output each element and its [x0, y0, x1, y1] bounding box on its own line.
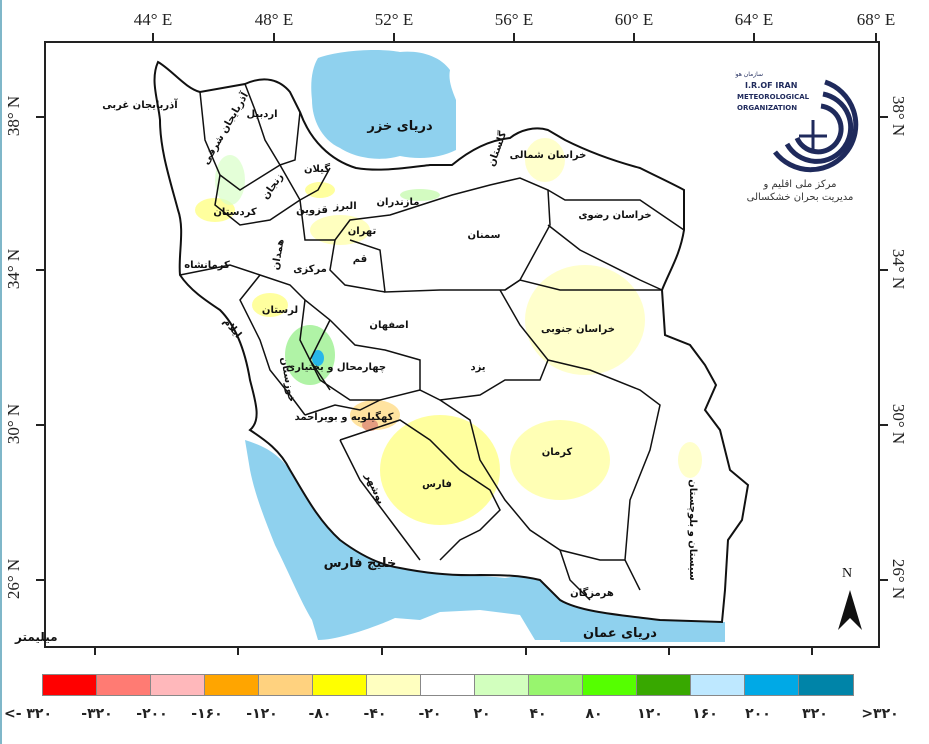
legend-swatch	[43, 675, 97, 695]
legend-swatch	[745, 675, 799, 695]
province-label: تهران	[348, 226, 377, 237]
legend-label: -۱۲۰	[246, 706, 278, 722]
lat-label-right-30: 30° N	[889, 403, 909, 445]
legend-color-bar	[42, 674, 854, 696]
province-label: فارس	[422, 479, 452, 490]
legend-label: -۳۲۰	[81, 706, 113, 722]
svg-text:I.R.OF IRAN: I.R.OF IRAN	[745, 81, 797, 90]
lon-label-48: 48° E	[254, 10, 294, 29]
province-label: گیلان	[304, 162, 330, 175]
legend-swatch	[259, 675, 313, 695]
legend-swatch	[475, 675, 529, 695]
lat-label-left-26: 26° N	[4, 558, 24, 600]
logo-caption-line1: مرکز ملی اقلیم و	[763, 179, 837, 190]
logo-caption: مرکز ملی اقلیم و مدیریت بحران خشکسالی	[735, 178, 865, 204]
province-label: کهگیلویه و بویراحمد	[295, 410, 394, 423]
province-label: اردبیل	[246, 109, 277, 120]
north-label: N	[842, 566, 853, 581]
lat-label-right-26: 26° N	[889, 558, 909, 600]
legend-swatch	[637, 675, 691, 695]
legend-label: ۱۶۰	[692, 706, 718, 722]
province-label: البرز	[332, 201, 356, 212]
province-borders	[179, 83, 685, 601]
lon-label-52: 52° E	[374, 10, 414, 29]
svg-text:سازمان هواشناسی کشور: سازمان هواشناسی کشور	[735, 71, 763, 78]
legend-label: ۲۰۰	[745, 706, 771, 722]
legend-label: -۱۶۰	[191, 706, 223, 722]
legend-swatch	[583, 675, 637, 695]
legend-swatch	[421, 675, 475, 695]
province-label: قم	[353, 254, 367, 265]
sea-label-caspian: دریای خزر	[366, 119, 433, 134]
legend-label: ۱۲۰	[637, 706, 663, 722]
province-label: لرستان	[262, 305, 298, 316]
province-label: همدان	[270, 238, 286, 271]
legend-label: -۲۰۰	[136, 706, 168, 722]
logo-caption-line2: مدیریت بحران خشکسالی	[746, 192, 854, 203]
gulf-of-oman	[560, 600, 725, 642]
legend-label: -۲۰	[418, 706, 442, 722]
lat-label-left-38: 38° N	[4, 95, 24, 137]
province-label: چهارمحال و بختیاری	[286, 362, 386, 373]
lat-label-right-34: 34° N	[889, 248, 909, 290]
legend-label: -۴۰	[363, 706, 387, 722]
province-label: کرمان	[542, 447, 573, 458]
lon-label-68: 68° E	[856, 10, 896, 29]
left-border	[0, 0, 2, 744]
province-label: یزد	[470, 362, 485, 373]
legend-swatch	[529, 675, 583, 695]
sea-label-persian-gulf: خلیج فارس	[324, 556, 397, 571]
province-label: خراسان شمالی	[510, 150, 587, 161]
lat-label-left-34: 34° N	[4, 248, 24, 290]
lat-label-right-38: 38° N	[889, 95, 909, 137]
legend-swatch	[799, 675, 853, 695]
north-arrow-icon	[838, 590, 862, 630]
province-label: آذربایجان غربی	[102, 98, 178, 111]
legend-label: ۴۰	[529, 706, 547, 722]
persian-gulf	[245, 440, 565, 640]
sea-label-gulf-of-oman: دریای عمان	[583, 626, 657, 641]
province-label: سیستان و بلوچستان	[687, 479, 698, 581]
legend-labels: <- ۳۲۰ -۳۲۰ -۲۰۰ -۱۶۰ -۱۲۰ -۸۰ -۴۰ -۲۰ ۲…	[0, 706, 929, 730]
legend-label: ۸۰	[585, 706, 603, 722]
province-label: هرمزگان	[570, 586, 614, 599]
axis-ticks	[36, 33, 888, 655]
svg-text:METEOROLOGICAL: METEOROLOGICAL	[737, 93, 810, 101]
lat-label-left-30: 30° N	[4, 403, 24, 445]
meteorological-organization-logo: سازمان هواشناسی کشور I.R.OF IRAN METEORO…	[735, 71, 859, 173]
precip-shading	[195, 138, 702, 525]
province-label: اصفهان	[369, 320, 408, 331]
caspian-sea	[311, 50, 456, 159]
province-label: سمنان	[468, 230, 501, 241]
legend-swatch	[97, 675, 151, 695]
legend-swatch	[151, 675, 205, 695]
legend-swatch	[205, 675, 259, 695]
legend-label: <- ۳۲۰	[3, 706, 53, 722]
province-label: قزوین	[296, 205, 328, 216]
iran-outline	[153, 60, 750, 624]
legend-swatch	[367, 675, 421, 695]
svg-text:ORGANIZATION: ORGANIZATION	[737, 104, 797, 112]
lon-label-64: 64° E	[734, 10, 774, 29]
legend-label: >۳۲۰	[861, 706, 899, 722]
province-label: مرکزی	[293, 264, 327, 275]
province-label: خراسان رضوی	[578, 210, 651, 221]
unit-label: میلیمتر	[15, 630, 58, 644]
lon-label-44: 44° E	[133, 10, 173, 29]
province-label: کرمانشاه	[184, 260, 230, 271]
legend-swatch	[691, 675, 745, 695]
province-label: کردستان	[213, 207, 257, 218]
legend-label: ۳۲۰	[802, 706, 828, 722]
province-label: خراسان جنوبی	[541, 324, 615, 335]
lon-label-60: 60° E	[614, 10, 654, 29]
legend-label: -۸۰	[308, 706, 332, 722]
legend-swatch	[313, 675, 367, 695]
lon-label-56: 56° E	[494, 10, 534, 29]
legend-label: ۲۰	[473, 706, 491, 722]
province-label: مازندران	[377, 197, 420, 208]
